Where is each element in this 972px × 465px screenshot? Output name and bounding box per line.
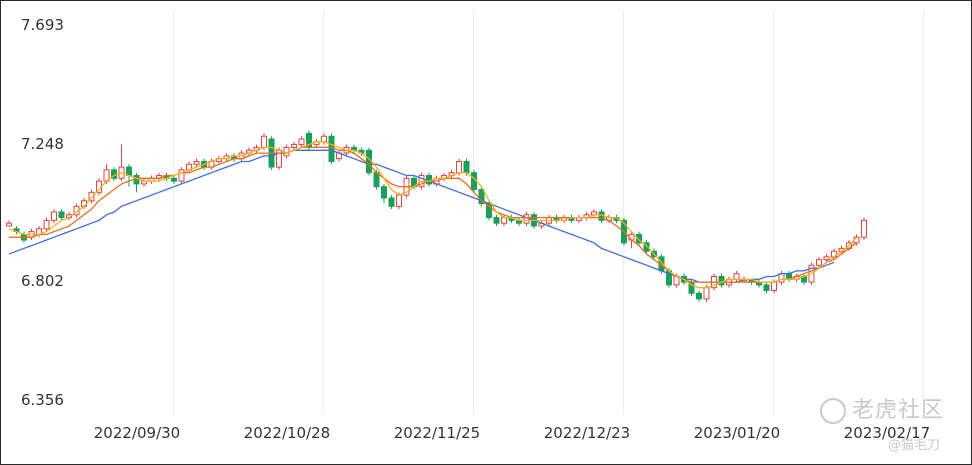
y-tick-label-3: 6.802 [21, 272, 64, 290]
x-tick-label-5: 2023/01/20 [693, 424, 781, 442]
ma-mid-line [9, 146, 857, 283]
candle-body-17 [133, 174, 140, 185]
candle-body-93 [703, 287, 710, 300]
candle-body-109 [823, 256, 830, 261]
candle-body-69 [523, 214, 530, 224]
candle-body-52 [396, 194, 402, 207]
candle-body-102 [771, 281, 777, 291]
watermark-brand: 老虎社区 [820, 392, 944, 424]
x-tick-label-4: 2022/12/23 [543, 424, 631, 442]
candle-body-34 [261, 135, 267, 148]
candle-body-51 [388, 197, 395, 207]
x-tick-label-1: 2022/09/30 [93, 424, 181, 442]
candle-body-50 [381, 186, 387, 199]
candle-body-11 [88, 191, 95, 202]
candle-body-37 [283, 146, 290, 157]
ma-short-line [8, 141, 857, 289]
candle-body-84 [636, 233, 642, 244]
candle-body-101 [763, 284, 770, 291]
candle-body-97 [733, 273, 740, 280]
x-tick-label-2: 2022/10/28 [243, 424, 331, 442]
candle-body-108 [816, 259, 822, 266]
ma-long-line [8, 149, 835, 283]
candle-body-61 [463, 160, 470, 174]
candle-body-95 [718, 275, 725, 286]
tiger-logo-icon [820, 398, 846, 424]
candle-body-114 [861, 219, 867, 238]
y-tick-label-top: 7.693 [21, 16, 64, 34]
candle-body-25 [193, 160, 200, 165]
watermark-author: @猫毛刀 [888, 438, 941, 453]
candle-body-92 [696, 292, 702, 300]
candle-body-39 [298, 138, 305, 146]
candle-body-56 [426, 174, 432, 185]
candle-body-0 [6, 222, 12, 227]
x-tick-label-6: 2023/02/17 [843, 424, 931, 442]
candle-body-43 [328, 135, 335, 162]
candle-body-5 [43, 219, 50, 230]
watermark-brand-text: 老虎社区 [852, 398, 945, 423]
candle-body-6 [51, 211, 57, 221]
candle-body-63 [478, 189, 485, 205]
y-tick-label-bottom: 6.356 [21, 391, 64, 409]
candle-body-7 [58, 211, 65, 219]
candle-body-66 [501, 217, 507, 224]
candle-body-79 [598, 211, 605, 221]
candle-body-22 [171, 177, 177, 182]
x-tick-label-3: 2022/11/25 [393, 424, 481, 442]
candle-body-23 [178, 169, 185, 182]
candle-body-42 [321, 135, 327, 143]
y-tick-label-2: 7.248 [21, 135, 64, 153]
candle-body-60 [456, 160, 462, 174]
candle-body-65 [493, 217, 500, 224]
candle-body-38 [291, 144, 297, 148]
candle-body-85 [643, 242, 650, 252]
